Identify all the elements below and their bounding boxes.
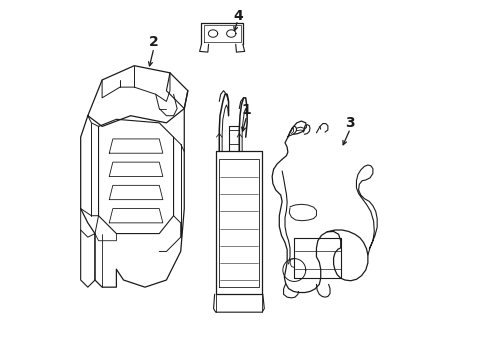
Text: 2: 2 <box>149 36 159 49</box>
Text: 3: 3 <box>345 116 355 130</box>
Text: 1: 1 <box>242 103 252 117</box>
Text: 4: 4 <box>233 9 243 23</box>
